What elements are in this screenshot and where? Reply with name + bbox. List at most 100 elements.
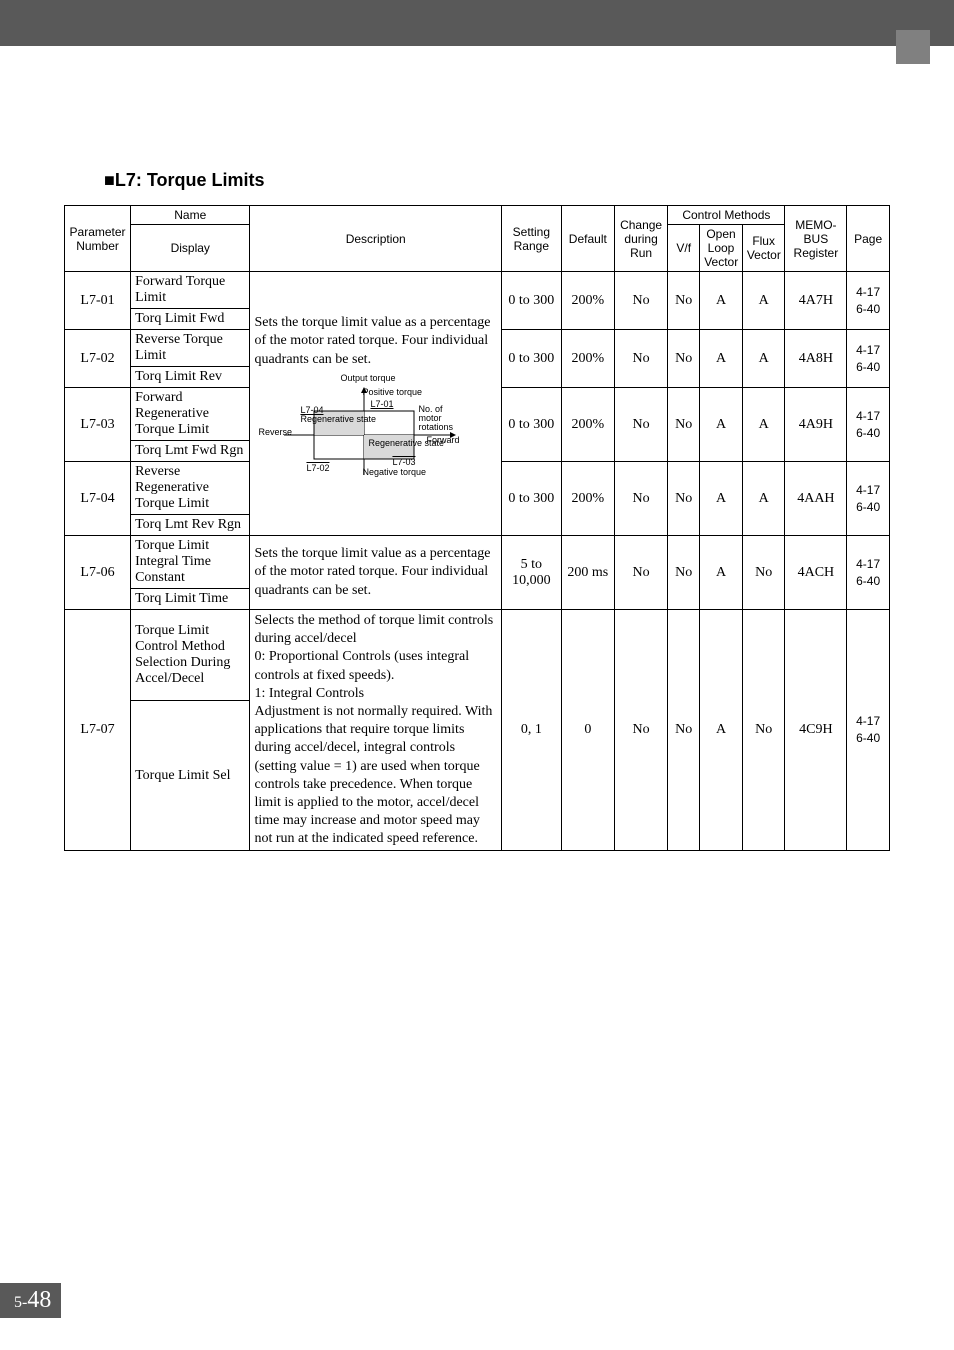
- memo-l702: 4A8H: [785, 330, 847, 388]
- range-l702: 0 to 300: [501, 330, 561, 388]
- vf-l706: No: [668, 536, 700, 610]
- page-l704: 4-176-40: [847, 462, 890, 536]
- param-l702: L7-02: [65, 330, 131, 388]
- olv-l703: A: [700, 388, 743, 462]
- title-text: L7: Torque Limits: [115, 170, 265, 190]
- lbl-neg-torque: Negative torque: [362, 467, 426, 479]
- olv-l702: A: [700, 330, 743, 388]
- memo-l704: 4AAH: [785, 462, 847, 536]
- range-l704: 0 to 300: [501, 462, 561, 536]
- flux-l702: A: [742, 330, 785, 388]
- def-l706: 200 ms: [561, 536, 614, 610]
- hdr-control-methods: Control Methods: [668, 206, 785, 225]
- range-l706: 5 to 10,000: [501, 536, 561, 610]
- hdr-range: Setting Range: [501, 206, 561, 272]
- vf-l707: No: [668, 610, 700, 851]
- lbl-reverse: Reverse: [258, 427, 292, 439]
- range-l707: 0, 1: [501, 610, 561, 851]
- hdr-change: Change during Run: [614, 206, 667, 272]
- def-l703: 200%: [561, 388, 614, 462]
- disp-l703: Torq Lmt Fwd Rgn: [131, 441, 250, 462]
- flux-l701: A: [742, 272, 785, 330]
- hdr-param: Parameter Number: [65, 206, 131, 272]
- name-l704: Reverse Regenerative Torque Limit: [131, 462, 250, 515]
- param-l706: L7-06: [65, 536, 131, 610]
- def-l701: 200%: [561, 272, 614, 330]
- footer-prefix: 5: [14, 1294, 22, 1311]
- corner-box: [896, 30, 930, 64]
- name-l703: Forward Regenerative Torque Limit: [131, 388, 250, 441]
- flux-l706: No: [742, 536, 785, 610]
- disp-l707: Torque Limit Sel: [131, 701, 250, 851]
- def-l702: 200%: [561, 330, 614, 388]
- name-l702: Reverse Torque Limit: [131, 330, 250, 367]
- lbl-l701: L7-01: [370, 399, 393, 411]
- page-l702: 4-176-40: [847, 330, 890, 388]
- param-l701: L7-01: [65, 272, 131, 330]
- section-title: ■L7: Torque Limits: [104, 170, 890, 191]
- lbl-pos-torque: Positive torque: [362, 387, 422, 399]
- vf-l703: No: [668, 388, 700, 462]
- name-l701: Forward Torque Limit: [131, 272, 250, 309]
- hdr-name: Name: [131, 206, 250, 225]
- olv-l707: A: [700, 610, 743, 851]
- param-l703: L7-03: [65, 388, 131, 462]
- chg-l704: No: [614, 462, 667, 536]
- range-l701: 0 to 300: [501, 272, 561, 330]
- desc-l706: Sets the torque limit value as a percent…: [250, 536, 502, 610]
- memo-l701: 4A7H: [785, 272, 847, 330]
- range-l703: 0 to 300: [501, 388, 561, 462]
- def-l704: 200%: [561, 462, 614, 536]
- chg-l703: No: [614, 388, 667, 462]
- lbl-regen1: Regenerative state: [300, 415, 376, 424]
- footer-num: 48: [27, 1287, 51, 1313]
- memo-l707: 4C9H: [785, 610, 847, 851]
- page-number-badge: 5-48: [0, 1283, 61, 1318]
- lbl-rot: No. of motor rotations: [418, 405, 462, 432]
- page-l706: 4-176-40: [847, 536, 890, 610]
- hdr-olv: Open Loop Vector: [700, 225, 743, 272]
- def-l707: 0: [561, 610, 614, 851]
- torque-diagram: Output torque Positive torque L7-01 L7-0…: [254, 373, 497, 493]
- hdr-vf: V/f: [668, 225, 700, 272]
- name-l707: Torque Limit Control Method Selection Du…: [131, 610, 250, 701]
- hdr-default: Default: [561, 206, 614, 272]
- desc-common-text: Sets the torque limit value as a percent…: [254, 314, 497, 369]
- flux-l707: No: [742, 610, 785, 851]
- hdr-flux: Flux Vector: [742, 225, 785, 272]
- vf-l701: No: [668, 272, 700, 330]
- memo-l703: 4A9H: [785, 388, 847, 462]
- chg-l702: No: [614, 330, 667, 388]
- param-l707: L7-07: [65, 610, 131, 851]
- hdr-memo: MEMO-BUS Register: [785, 206, 847, 272]
- lbl-forward: Forward: [426, 435, 459, 447]
- page-l703: 4-176-40: [847, 388, 890, 462]
- olv-l706: A: [700, 536, 743, 610]
- name-l706: Torque Limit Integral Time Constant: [131, 536, 250, 589]
- chg-l701: No: [614, 272, 667, 330]
- vf-l704: No: [668, 462, 700, 536]
- flux-l703: A: [742, 388, 785, 462]
- flux-l704: A: [742, 462, 785, 536]
- olv-l704: A: [700, 462, 743, 536]
- olv-l701: A: [700, 272, 743, 330]
- param-table: Parameter Number Name Description Settin…: [64, 205, 890, 851]
- chg-l706: No: [614, 536, 667, 610]
- desc-l707: Selects the method of torque limit contr…: [250, 610, 502, 851]
- disp-l702: Torq Limit Rev: [131, 367, 250, 388]
- param-l704: L7-04: [65, 462, 131, 536]
- chg-l707: No: [614, 610, 667, 851]
- page-l701: 4-176-40: [847, 272, 890, 330]
- lbl-l702: L7-02: [306, 463, 329, 475]
- lbl-output-torque: Output torque: [340, 373, 395, 385]
- disp-l704: Torq Lmt Rev Rgn: [131, 515, 250, 536]
- page-content: ■L7: Torque Limits Parameter Number Name…: [0, 46, 954, 891]
- hdr-page: Page: [847, 206, 890, 272]
- memo-l706: 4ACH: [785, 536, 847, 610]
- vf-l702: No: [668, 330, 700, 388]
- disp-l701: Torq Limit Fwd: [131, 309, 250, 330]
- page-l707: 4-176-40: [847, 610, 890, 851]
- desc-l701-04: Sets the torque limit value as a percent…: [250, 272, 502, 536]
- hdr-desc: Description: [250, 206, 502, 272]
- hdr-display: Display: [131, 225, 250, 272]
